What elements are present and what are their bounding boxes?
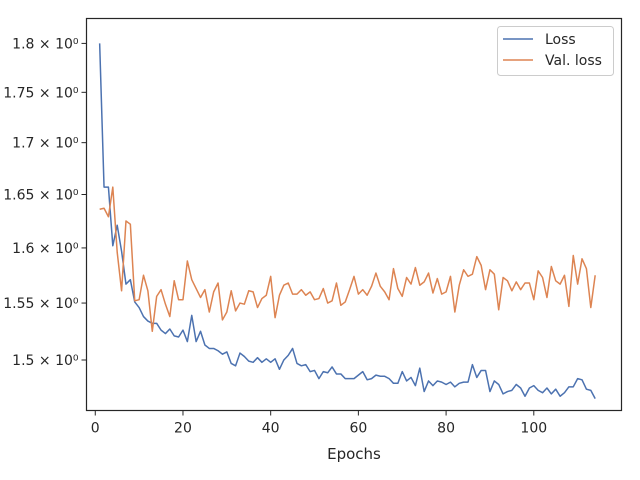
axes-frame — [85, 17, 623, 412]
legend-label-loss: Loss — [545, 32, 576, 48]
y-tick-label: 1.55 × 10⁰ — [3, 296, 79, 312]
y-axis-ticks: 1.5 × 10⁰ 1.55 × 10⁰ 1.6 × 10⁰ 1.65 × 10⁰ 1.… — [3, 36, 87, 369]
y-tick-label: 1.5 × 10⁰ — [12, 353, 79, 369]
plot-series — [98, 43, 596, 399]
x-tick-label: 40 — [262, 421, 280, 437]
legend: Loss Val. loss — [497, 26, 614, 76]
x-axis-ticks: 0 20 40 60 80 100 — [91, 410, 547, 437]
y-tick-label: 1.65 × 10⁰ — [3, 187, 79, 203]
series-line-val-loss — [99, 186, 596, 333]
legend-label-val-loss: Val. loss — [545, 53, 602, 69]
y-tick-label: 1.6 × 10⁰ — [12, 241, 79, 257]
x-axis-label: Epochs — [327, 445, 381, 463]
y-tick-label: 1.7 × 10⁰ — [12, 136, 79, 152]
y-tick-label: 1.8 × 10⁰ — [12, 36, 79, 52]
y-tick-label: 1.75 × 10⁰ — [3, 85, 79, 101]
x-tick-label: 20 — [174, 421, 192, 437]
x-tick-label: 80 — [437, 421, 455, 437]
x-tick-label: 100 — [520, 421, 547, 437]
x-tick-label: 60 — [349, 421, 367, 437]
x-tick-label: 0 — [91, 421, 100, 437]
series-line-loss — [98, 43, 596, 399]
